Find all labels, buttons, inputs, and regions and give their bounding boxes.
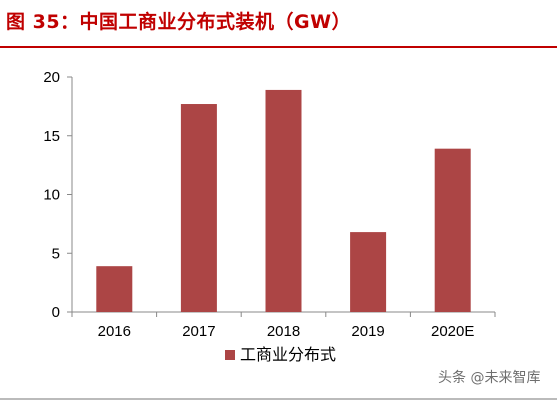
bar-2020E (434, 148, 471, 312)
y-tick-label: 10 (43, 187, 60, 204)
bottom-divider (0, 398, 557, 400)
x-tick-label: 2016 (98, 323, 131, 340)
x-tick-label: 2017 (182, 323, 215, 340)
y-tick-label: 15 (43, 128, 60, 145)
figure-title: 图 35：中国工商业分布式装机（GW） (6, 11, 352, 33)
bar-chart: 0 5 10 15 20 2016 2017 2018 2019 2020E 工商业分布式 (43, 69, 496, 364)
bar-2019 (350, 232, 387, 312)
title-divider (0, 46, 557, 48)
y-tick-label: 5 (52, 245, 60, 262)
bars (96, 89, 471, 313)
x-tick-label: 2018 (267, 323, 300, 340)
legend: 工商业分布式 (225, 345, 336, 364)
legend-label: 工商业分布式 (240, 345, 336, 364)
bar-2018 (265, 89, 302, 312)
legend-swatch (225, 350, 235, 360)
watermark: 头条 @未来智库 (438, 370, 541, 386)
bar-2017 (180, 104, 217, 313)
x-tick-label: 2020E (431, 323, 474, 340)
x-tick-label: 2019 (351, 323, 384, 340)
bar-2016 (96, 266, 133, 312)
y-tick-label: 0 (52, 304, 60, 321)
y-tick-label: 20 (43, 69, 60, 86)
x-axis: 2016 2017 2018 2019 2020E (71, 311, 496, 340)
y-axis: 0 5 10 15 20 (43, 69, 73, 321)
